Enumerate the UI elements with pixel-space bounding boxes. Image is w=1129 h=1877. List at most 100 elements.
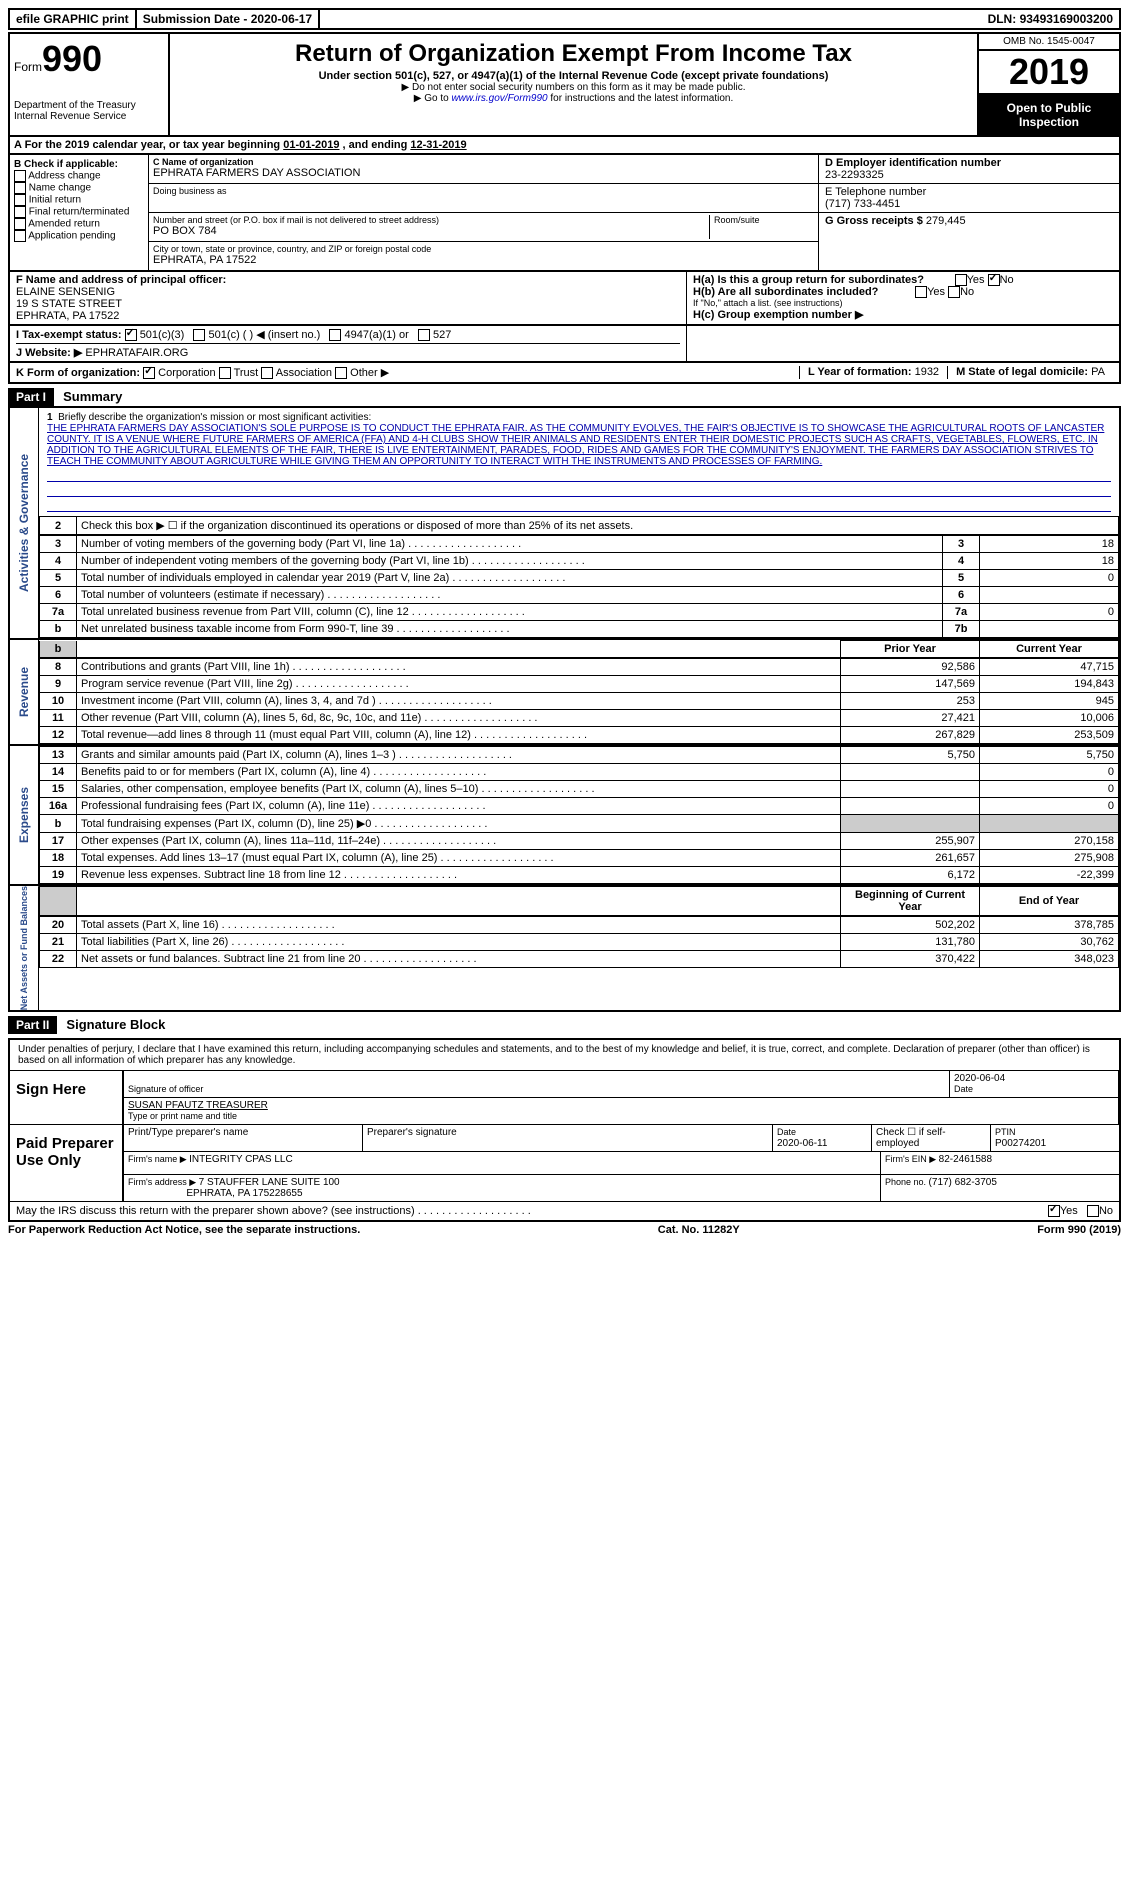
header-right: OMB No. 1545-0047 2019 Open to Public In… [979, 34, 1119, 135]
table-row: 6Total number of volunteers (estimate if… [40, 587, 1119, 604]
form-number: 990 [42, 38, 102, 79]
table-row: 11Other revenue (Part VIII, column (A), … [40, 710, 1119, 727]
sign-here-label: Sign Here [10, 1071, 124, 1124]
table-row: bTotal fundraising expenses (Part IX, co… [40, 815, 1119, 833]
instruction-1: ▶ Do not enter social security numbers o… [174, 82, 973, 93]
dba-cell: Doing business as [149, 184, 818, 213]
org-name-cell: C Name of organization EPHRATA FARMERS D… [149, 155, 818, 184]
table-row: 18Total expenses. Add lines 13–17 (must … [40, 850, 1119, 867]
cb-discuss-no[interactable] [1087, 1205, 1099, 1217]
cb-application-pending[interactable]: Application pending [14, 230, 144, 242]
table-row: 12Total revenue—add lines 8 through 11 (… [40, 727, 1119, 744]
table-row: 22Net assets or fund balances. Subtract … [40, 951, 1119, 968]
efile-label: efile GRAPHIC print [10, 10, 137, 28]
dln: DLN: 93493169003200 [982, 10, 1119, 28]
table-row: 17Other expenses (Part IX, column (A), l… [40, 833, 1119, 850]
footer-center: Cat. No. 11282Y [658, 1224, 740, 1236]
col-de: D Employer identification number 23-2293… [819, 155, 1119, 270]
part1-activities-governance: Activities & Governance 1 Briefly descri… [8, 406, 1121, 640]
form-title: Return of Organization Exempt From Incom… [174, 40, 973, 68]
tab-revenue: Revenue [10, 640, 39, 744]
cb-initial-return[interactable]: Initial return [14, 194, 144, 206]
gross-receipts-cell: G Gross receipts $ 279,445 [819, 213, 1119, 241]
tab-activities-governance: Activities & Governance [10, 408, 39, 638]
irs-link[interactable]: www.irs.gov/Form990 [451, 93, 547, 104]
cb-discuss-yes[interactable] [1048, 1205, 1060, 1217]
part1-header: Part I [8, 388, 54, 406]
tab-expenses: Expenses [10, 746, 39, 884]
cb-address-change[interactable]: Address change [14, 170, 144, 182]
department: Department of the Treasury Internal Reve… [14, 100, 164, 122]
street-cell: Number and street (or P.O. box if mail i… [149, 213, 818, 242]
line-2: 2Check this box ▶ ☐ if the organization … [40, 517, 1119, 535]
tab-net-assets: Net Assets or Fund Balances [10, 886, 39, 1010]
table-row: 15Salaries, other compensation, employee… [40, 781, 1119, 798]
mission-block: 1 Briefly describe the organization's mi… [39, 408, 1119, 516]
footer-right: Form 990 (2019) [1037, 1224, 1121, 1236]
part2-title: Signature Block [60, 1017, 165, 1032]
declaration: Under penalties of perjury, I declare th… [10, 1040, 1119, 1070]
table-row: 9Program service revenue (Part VIII, lin… [40, 676, 1119, 693]
submission-date: Submission Date - 2020-06-17 [137, 10, 320, 28]
table-row: 5Total number of individuals employed in… [40, 570, 1119, 587]
firm-name: Firm's name ▶ INTEGRITY CPAS LLC [124, 1152, 881, 1174]
part1-title: Summary [57, 389, 122, 404]
signature-date: 2020-06-04Date [950, 1071, 1119, 1097]
col-c-name-address: C Name of organization EPHRATA FARMERS D… [149, 155, 819, 270]
cb-4947[interactable] [329, 329, 341, 341]
preparer-name-hdr: Print/Type preparer's name [124, 1125, 363, 1151]
row-k: K Form of organization: Corporation Trus… [8, 363, 1121, 384]
table-row: 21Total liabilities (Part X, line 26)131… [40, 934, 1119, 951]
table-row: 14Benefits paid to or for members (Part … [40, 764, 1119, 781]
city-cell: City or town, state or province, country… [149, 242, 818, 270]
row-i-j: I Tax-exempt status: 501(c)(3) 501(c) ( … [8, 326, 1121, 363]
page-footer: For Paperwork Reduction Act Notice, see … [8, 1224, 1121, 1236]
cb-corporation[interactable] [143, 367, 155, 379]
cb-association[interactable] [261, 367, 273, 379]
cb-name-change[interactable]: Name change [14, 182, 144, 194]
cb-501c3[interactable] [125, 329, 137, 341]
table-row: 10Investment income (Part VIII, column (… [40, 693, 1119, 710]
form-word: Form [14, 60, 42, 74]
ptin: PTINP00274201 [991, 1125, 1119, 1151]
top-bar: efile GRAPHIC print Submission Date - 20… [8, 8, 1121, 30]
table-row: 16aProfessional fundraising fees (Part I… [40, 798, 1119, 815]
ein-cell: D Employer identification number 23-2293… [819, 155, 1119, 184]
cb-527[interactable] [418, 329, 430, 341]
tax-year: 2019 [979, 51, 1119, 95]
form-subtitle: Under section 501(c), 527, or 4947(a)(1)… [174, 70, 973, 82]
table-row: 20Total assets (Part X, line 16)502,2023… [40, 917, 1119, 934]
table-row: bNet unrelated business taxable income f… [40, 621, 1119, 638]
principal-officer: F Name and address of principal officer:… [10, 272, 687, 324]
expenses-table: 13Grants and similar amounts paid (Part … [39, 746, 1119, 884]
cb-amended-return[interactable]: Amended return [14, 218, 144, 230]
firm-ein: Firm's EIN ▶ 82-2461588 [881, 1152, 1119, 1174]
may-irs-discuss: May the IRS discuss this return with the… [16, 1205, 531, 1217]
cb-other[interactable] [335, 367, 347, 379]
paid-preparer-label: Paid Preparer Use Only [10, 1125, 124, 1201]
firm-address: Firm's address ▶ 7 STAUFFER LANE SUITE 1… [124, 1175, 881, 1201]
row-f-h: F Name and address of principal officer:… [8, 272, 1121, 326]
preparer-sig-hdr: Preparer's signature [363, 1125, 773, 1151]
officer-name-title: SUSAN PFAUTZ TREASURERType or print name… [124, 1098, 1119, 1124]
col-b-checkboxes: B Check if applicable: Address change Na… [10, 155, 149, 270]
part2-header: Part II [8, 1016, 57, 1034]
cb-501c[interactable] [193, 329, 205, 341]
header-center: Return of Organization Exempt From Incom… [170, 34, 979, 135]
firm-phone: Phone no. (717) 682-3705 [881, 1175, 1119, 1201]
table-row: 8Contributions and grants (Part VIII, li… [40, 659, 1119, 676]
governance-table: 2Check this box ▶ ☐ if the organization … [39, 516, 1119, 535]
table-row: 4Number of independent voting members of… [40, 553, 1119, 570]
table-row: 13Grants and similar amounts paid (Part … [40, 747, 1119, 764]
part1-expenses: Expenses 13Grants and similar amounts pa… [8, 746, 1121, 886]
identity-block: B Check if applicable: Address change Na… [8, 155, 1121, 272]
cb-trust[interactable] [219, 367, 231, 379]
cb-final-return[interactable]: Final return/terminated [14, 206, 144, 218]
officer-signature-line[interactable]: Signature of officer [124, 1071, 950, 1097]
self-employed-check[interactable]: Check ☐ if self-employed [872, 1125, 991, 1151]
phone-cell: E Telephone number (717) 733-4451 [819, 184, 1119, 213]
part1-net-assets: Net Assets or Fund Balances Beginning of… [8, 886, 1121, 1012]
group-return: H(a) Is this a group return for subordin… [687, 272, 1119, 324]
part1-header-row: Part I Summary [8, 384, 1121, 406]
signature-block: Under penalties of perjury, I declare th… [8, 1038, 1121, 1222]
